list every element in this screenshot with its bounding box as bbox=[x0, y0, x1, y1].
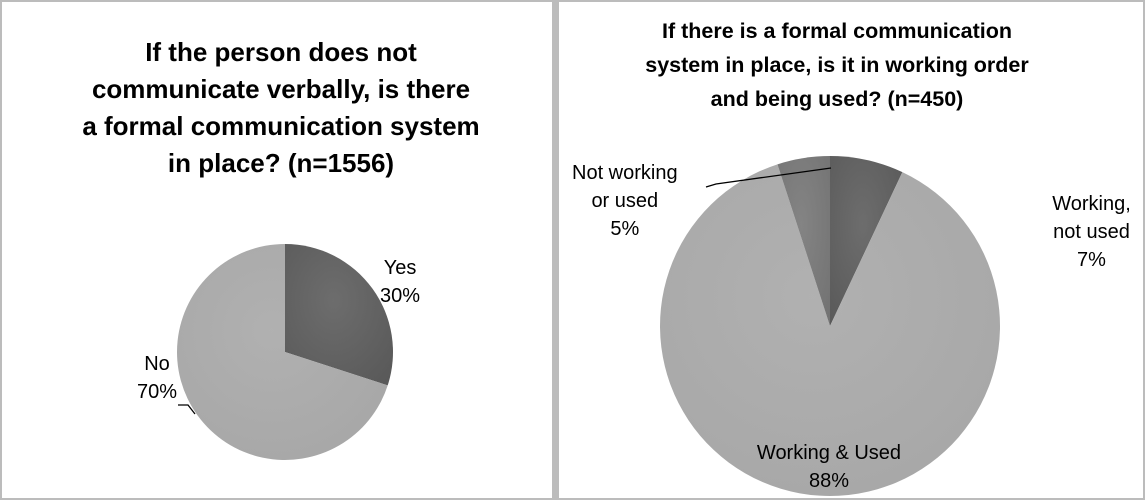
title-line: If there is a formal communication bbox=[661, 19, 1013, 43]
pie-slice-no bbox=[177, 244, 388, 460]
panel-divider bbox=[552, 0, 557, 500]
pie-slice-working-not-used bbox=[830, 156, 903, 326]
title-line: and being used? (n=450) bbox=[710, 87, 964, 111]
pie-chart-left bbox=[177, 244, 394, 460]
title-line: in place? (n=1556) bbox=[167, 148, 395, 178]
chart-panel-left: If the person does not communicate verba… bbox=[0, 0, 552, 500]
pie-slice-working-used bbox=[660, 164, 1000, 497]
title-line: a formal communication system bbox=[82, 111, 480, 141]
title-line: communicate verbally, is there bbox=[91, 74, 471, 104]
title-line: system in place, is it in working order bbox=[645, 53, 1029, 77]
slice-label-working-and-used: Working & Used 88% bbox=[756, 442, 902, 492]
pie-slice-yes bbox=[285, 244, 394, 386]
chart-title-left: If the person does not communicate verba… bbox=[42, 34, 520, 182]
slice-label-not-working-or-used: Not working or used 5% bbox=[572, 162, 678, 240]
title-line: If the person does not bbox=[145, 37, 417, 67]
chart-panel-right: If there is a formal communication syste… bbox=[557, 0, 1145, 500]
leader-line-no bbox=[178, 404, 196, 415]
slice-label-yes: Yes 30% bbox=[380, 257, 421, 307]
pie-chart-right bbox=[660, 156, 1000, 497]
slice-label-working-not-used: Working, not used 7% bbox=[1052, 193, 1131, 271]
pie-slice-not-working-or-used bbox=[777, 156, 830, 326]
slice-label-no: No 70% bbox=[137, 353, 178, 403]
leader-line-not-working-or-used bbox=[705, 167, 832, 188]
chart-title-right: If there is a formal communication syste… bbox=[577, 14, 1097, 116]
